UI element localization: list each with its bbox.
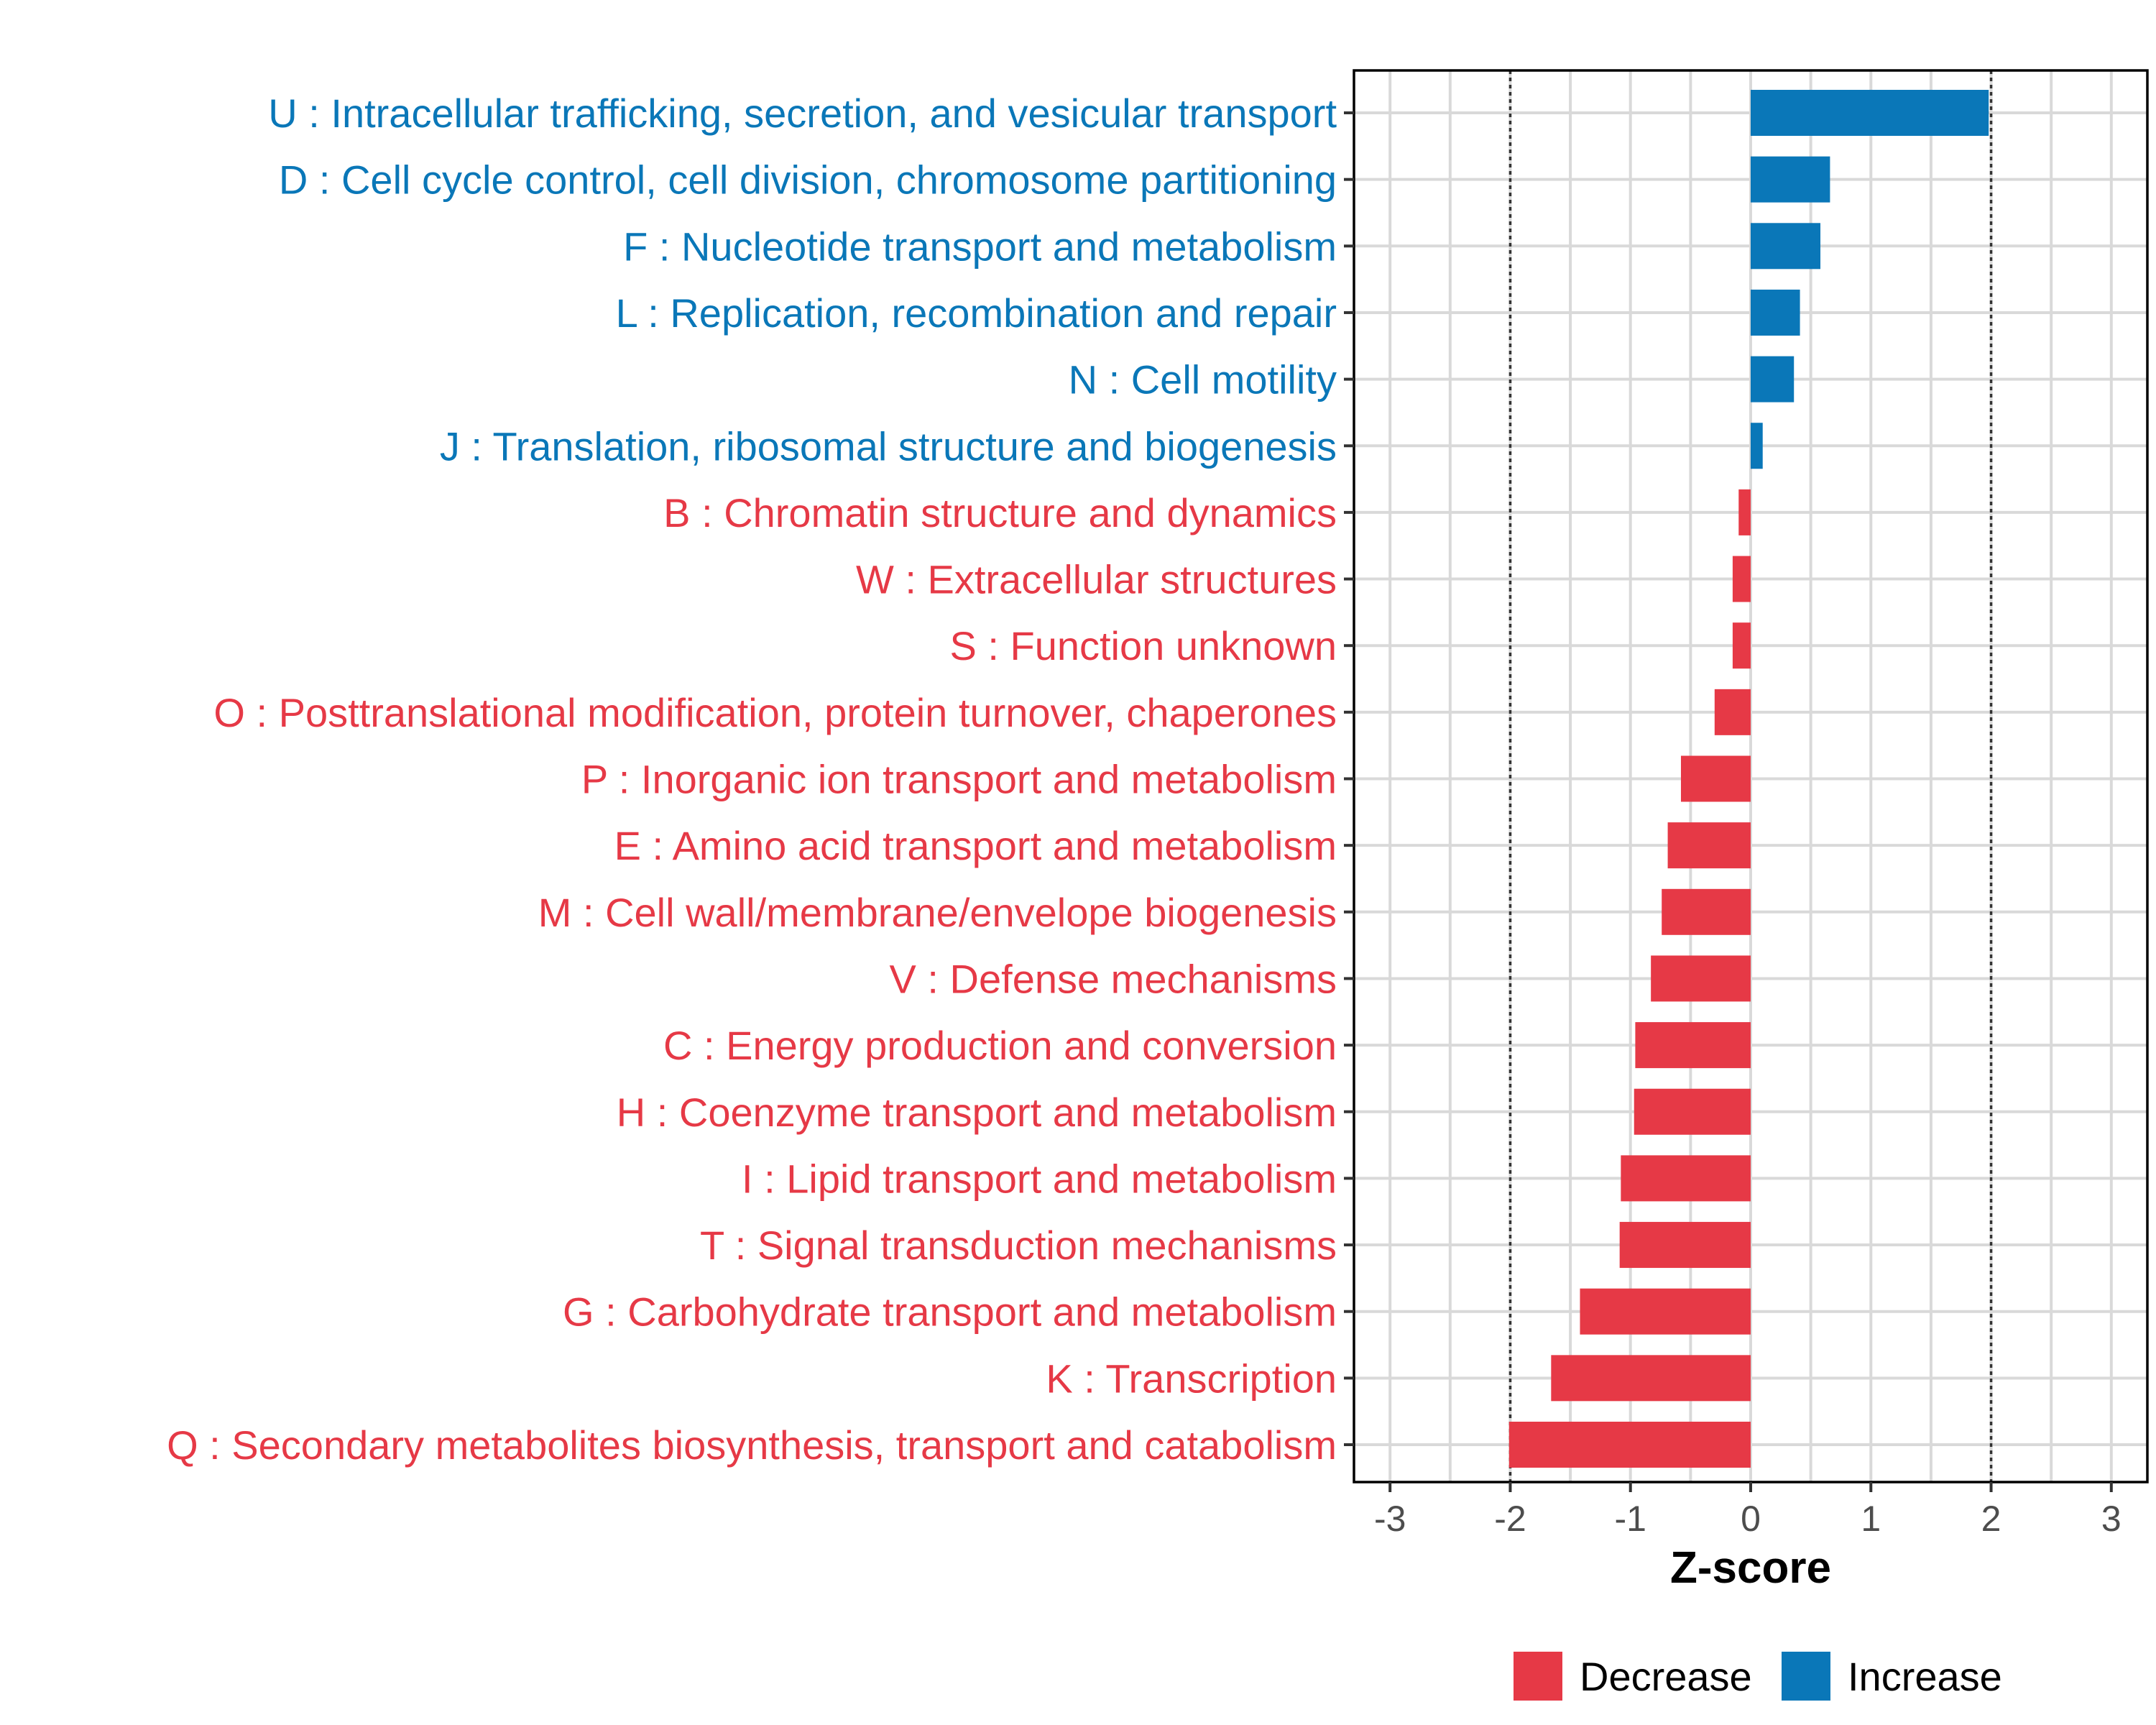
category-label: L : Replication, recombination and repai…: [616, 290, 1337, 336]
legend-label-decrease: Decrease: [1580, 1654, 1752, 1699]
bar-n: [1751, 356, 1795, 402]
x-tick-label: 2: [1981, 1499, 2001, 1539]
category-label: G : Carbohydrate transport and metabolis…: [563, 1289, 1337, 1335]
legend-swatch-decrease: [1514, 1652, 1562, 1701]
bar-m: [1662, 888, 1751, 935]
category-label: U : Intracellular trafficking, secretion…: [268, 91, 1337, 136]
bar-q: [1508, 1422, 1751, 1468]
bar-u: [1751, 90, 1989, 136]
bar-v: [1651, 955, 1751, 1002]
x-tick-label: -1: [1614, 1499, 1646, 1539]
category-label: I : Lipid transport and metabolism: [742, 1156, 1337, 1201]
bar-g: [1580, 1288, 1751, 1335]
bar-p: [1680, 755, 1751, 802]
bar-h: [1634, 1088, 1751, 1135]
category-label: B : Chromatin structure and dynamics: [663, 490, 1337, 535]
x-tick-label: 3: [2101, 1499, 2122, 1539]
bar-j: [1751, 423, 1763, 469]
category-label: N : Cell motility: [1069, 357, 1337, 402]
y-axis-ticks: [1344, 111, 1354, 1446]
x-tick-label: 1: [1861, 1499, 1881, 1539]
x-tick-label: -3: [1374, 1499, 1406, 1539]
bar-i: [1621, 1155, 1751, 1202]
legend: Decrease Increase: [1514, 1652, 2002, 1701]
category-label: C : Energy production and conversion: [663, 1023, 1337, 1068]
category-label: O : Posttranslational modification, prot…: [213, 690, 1337, 735]
bars: [1508, 90, 1989, 1468]
category-label: P : Inorganic ion transport and metaboli…: [581, 757, 1337, 802]
x-tick-label: -2: [1494, 1499, 1526, 1539]
category-label: D : Cell cycle control, cell division, c…: [279, 157, 1337, 203]
bar-d: [1751, 156, 1830, 203]
category-label: Q : Secondary metabolites biosynthesis, …: [167, 1422, 1337, 1468]
reference-lines: [1508, 70, 1993, 1482]
bar-f: [1751, 223, 1821, 270]
y-axis-category-labels: U : Intracellular trafficking, secretion…: [167, 91, 1337, 1468]
category-label: H : Coenzyme transport and metabolism: [617, 1090, 1337, 1135]
bar-e: [1667, 822, 1751, 869]
legend-label-increase: Increase: [1848, 1654, 2002, 1699]
x-axis-title: Z-score: [1670, 1543, 1831, 1593]
category-label: M : Cell wall/membrane/envelope biogenes…: [538, 890, 1337, 935]
category-label: K : Transcription: [1046, 1356, 1337, 1401]
category-label: V : Defense mechanisms: [890, 956, 1337, 1001]
bar-c: [1635, 1022, 1751, 1069]
legend-swatch-increase: [1782, 1652, 1830, 1701]
category-label: F : Nucleotide transport and metabolism: [623, 224, 1337, 269]
category-label: T : Signal transduction mechanisms: [700, 1223, 1337, 1268]
category-label: J : Translation, ribosomal structure and…: [440, 423, 1337, 469]
bar-k: [1551, 1355, 1751, 1402]
x-tick-label: 0: [1741, 1499, 1761, 1539]
bar-w: [1732, 556, 1751, 602]
bar-o: [1714, 689, 1751, 735]
x-axis-ticks: -3 -2 -1 0 1 2 3: [1374, 1482, 2122, 1539]
bar-t: [1619, 1222, 1751, 1269]
category-label: E : Amino acid transport and metabolism: [614, 823, 1337, 868]
bar-s: [1732, 622, 1751, 669]
bar-l: [1751, 289, 1800, 336]
bar-b: [1738, 489, 1751, 535]
category-label: W : Extracellular structures: [856, 557, 1337, 602]
category-label: S : Function unknown: [949, 623, 1337, 668]
